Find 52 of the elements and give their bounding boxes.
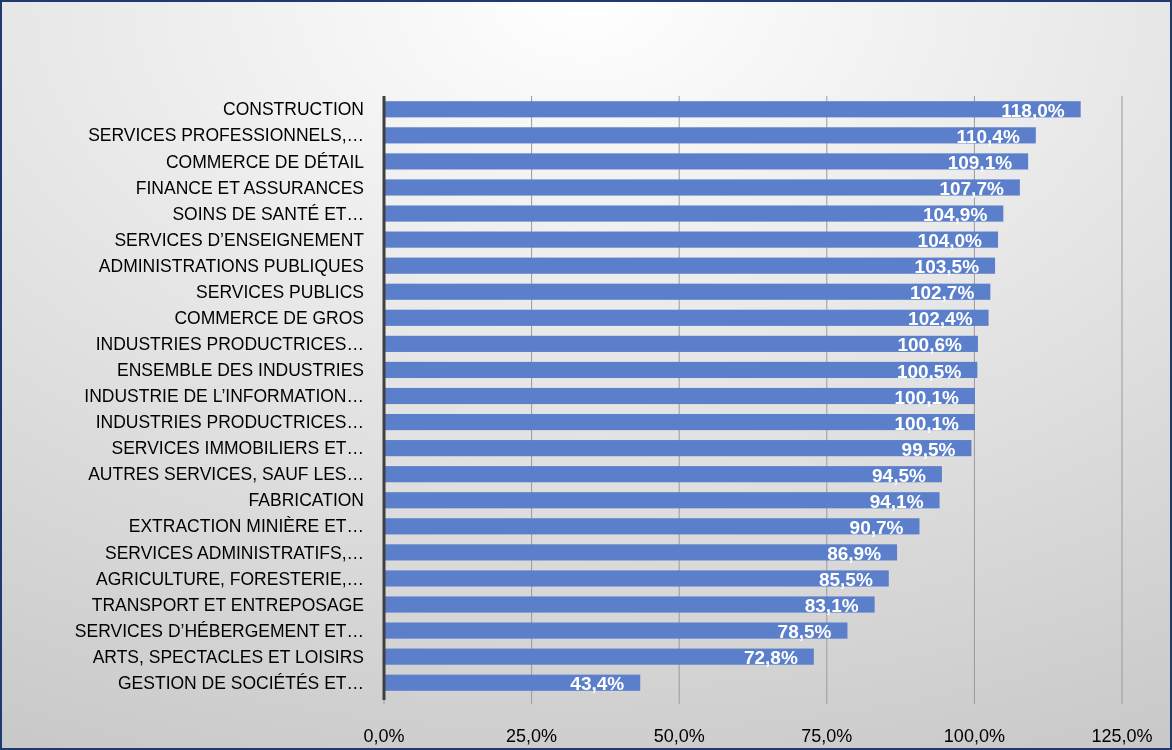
data-label: 85,5% <box>818 569 873 591</box>
y-tick-label: SERVICES IMMOBILIERS ET… <box>111 438 364 459</box>
data-label: 104,9% <box>922 204 988 226</box>
data-label: 103,5% <box>914 256 980 278</box>
y-tick-label: INDUSTRIES PRODUCTRICES… <box>95 334 364 354</box>
y-tick-label: FABRICATION <box>248 490 364 511</box>
data-label: 99,5% <box>901 438 956 460</box>
x-tick-label: 0,0% <box>363 726 405 746</box>
data-label: 107,7% <box>939 178 1004 200</box>
data-label: 100,6% <box>897 334 963 356</box>
x-tick-label: 100,0% <box>943 726 1005 746</box>
y-tick-label: INDUSTRIES PRODUCTRICES… <box>95 412 364 433</box>
x-tick-label: 75,0% <box>801 726 853 746</box>
data-label: 94,5% <box>872 464 927 486</box>
y-tick-label: COMMERCE DE DÉTAIL <box>165 151 365 172</box>
y-tick-label: SERVICES D’HÉBERGEMENT ET… <box>74 620 364 641</box>
data-label: 94,1% <box>869 490 924 512</box>
y-tick-label: ENSEMBLE DES INDUSTRIES <box>117 360 364 381</box>
y-tick-label: GESTION DE SOCIÉTÉS ET… <box>117 672 364 693</box>
data-label: 43,4% <box>570 673 625 695</box>
y-tick-label: SERVICES D’ENSEIGNEMENT <box>114 229 365 250</box>
data-label: 100,1% <box>894 412 960 434</box>
data-label: 102,4% <box>908 308 973 330</box>
data-label: 109,1% <box>947 152 1013 174</box>
data-label: 100,5% <box>896 360 962 382</box>
x-tick-label: 125,0% <box>1091 726 1153 746</box>
y-tick-label: EXTRACTION MINIÈRE ET… <box>128 516 364 537</box>
data-label: 90,7% <box>849 516 904 538</box>
x-tick-label: 25,0% <box>506 726 558 746</box>
y-tick-label: ADMINISTRATIONS PUBLIQUES <box>98 255 364 276</box>
y-tick-label: AGRICULTURE, FORESTERIE,… <box>95 568 364 589</box>
y-tick-label: SERVICES ADMINISTRATIFS,… <box>105 542 364 563</box>
data-label: 102,7% <box>909 282 975 304</box>
y-tick-label: INDUSTRIE DE L’INFORMATION… <box>84 386 364 407</box>
y-tick-label: CONSTRUCTION <box>223 99 364 120</box>
data-label: 86,9% <box>827 542 882 564</box>
y-tick-label: SOINS DE SANTÉ ET… <box>172 203 364 224</box>
x-tick-label: 50,0% <box>653 726 705 746</box>
data-label: 72,8% <box>743 647 798 669</box>
y-tick-label: COMMERCE DE GROS <box>174 307 364 328</box>
data-label: 78,5% <box>777 621 832 643</box>
y-tick-label: FINANCE ET ASSURANCES <box>135 177 364 198</box>
data-label: 104,0% <box>917 230 983 252</box>
y-tick-label: SERVICES PUBLICS <box>196 281 364 302</box>
data-label: 118,0% <box>1001 99 1065 121</box>
y-tick-label: ARTS, SPECTACLES ET LOISIRS <box>92 646 364 667</box>
y-tick-label: TRANSPORT ET ENTREPOSAGE <box>91 594 364 615</box>
data-label: 100,1% <box>894 386 960 408</box>
data-label: 110,4% <box>956 125 1020 147</box>
y-tick-label: SERVICES PROFESSIONNELS,… <box>88 125 364 146</box>
data-label: 83,1% <box>804 595 859 617</box>
y-tick-label: AUTRES SERVICES, SAUF LES… <box>88 464 364 485</box>
